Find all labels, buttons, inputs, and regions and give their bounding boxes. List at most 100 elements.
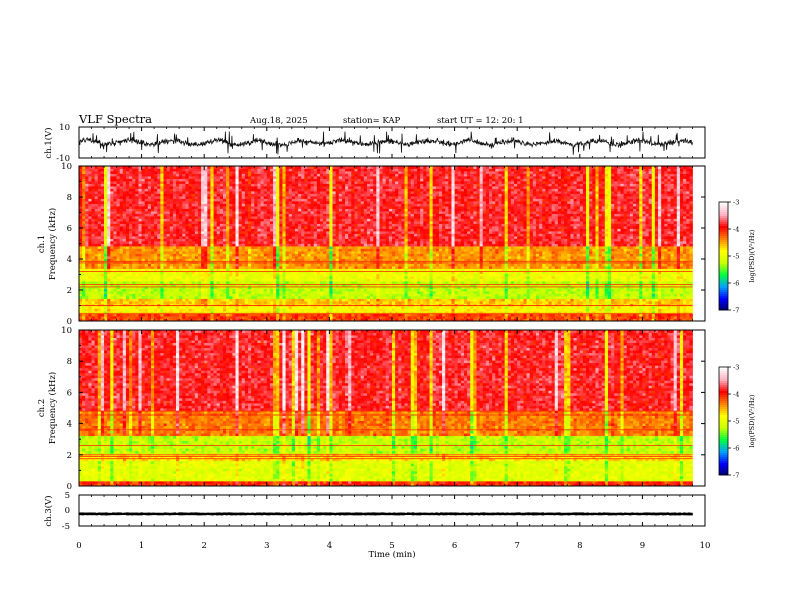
spectrogram-cell: [132, 254, 136, 257]
spectrogram-cell: [132, 249, 136, 252]
spectrogram-cell: [129, 204, 133, 207]
spectrogram-cell: [142, 276, 146, 279]
spectrogram-cell: [132, 229, 136, 232]
spectrogram-cell: [132, 171, 136, 174]
spectrogram-cell: [117, 191, 121, 194]
spectrogram-cell: [101, 226, 105, 229]
spectrogram-cell: [120, 294, 124, 297]
spectrogram-cell: [98, 251, 102, 254]
spectrogram-cell: [120, 304, 124, 307]
spectrogram-cell: [123, 244, 127, 247]
spectrogram-cell: [85, 191, 89, 194]
spectrogram-cell: [85, 276, 89, 279]
spectrogram-cell: [132, 276, 136, 279]
spectrogram-cell: [148, 316, 152, 319]
spectrogram-cell: [145, 199, 149, 202]
spectrogram-cell: [92, 306, 96, 309]
spectrogram-cell: [79, 206, 83, 209]
spectrogram-cell: [107, 219, 111, 222]
spectrogram-cell: [101, 174, 105, 177]
spectrogram-cell: [145, 176, 149, 179]
spectrogram-cell: [110, 239, 114, 242]
spectrogram-cell: [82, 279, 86, 282]
spectrogram-cell: [113, 314, 117, 317]
spectrogram-cell: [101, 306, 105, 309]
spectrogram-cell: [85, 219, 89, 222]
spectrogram-cell: [110, 316, 114, 319]
spectrogram-cell: [85, 184, 89, 187]
spectrogram-cell: [120, 296, 124, 299]
spectrogram-cell: [85, 274, 89, 277]
spectrogram-cell: [101, 241, 105, 244]
spectrogram-cell: [120, 226, 124, 229]
spectrogram-cell: [145, 211, 149, 214]
spectrogram-cell: [145, 256, 149, 259]
spectrogram-cell: [85, 286, 89, 289]
spectrogram-cell: [104, 179, 108, 182]
spectrogram-cell: [88, 181, 92, 184]
spectrogram-cell: [148, 301, 152, 304]
spectrogram-cell: [117, 301, 121, 304]
spectrogram-cell: [132, 314, 136, 317]
spectrogram-cell: [145, 286, 149, 289]
spectrogram-cell: [79, 219, 83, 222]
spectrogram-cell: [145, 236, 149, 239]
spectrogram-cell: [104, 194, 108, 197]
spectrogram-cell: [148, 184, 152, 187]
spectrogram-cell: [138, 224, 142, 227]
spectrogram-cell: [107, 301, 111, 304]
spectrogram-cell: [95, 286, 99, 289]
spectrogram-cell: [98, 234, 102, 237]
spectrogram-cell: [148, 224, 152, 227]
spectrogram-cell: [98, 176, 102, 179]
spectrogram-cell: [104, 199, 108, 202]
spectrogram-cell: [79, 291, 83, 294]
spectrogram-cell: [129, 314, 133, 317]
spectrogram-cell: [98, 276, 102, 279]
spectrogram-cell: [88, 279, 92, 282]
spectrogram-cell: [151, 286, 155, 289]
spectrogram-cell: [110, 186, 114, 189]
spectrogram-cell: [142, 241, 146, 244]
spectrogram-cell: [120, 174, 124, 177]
spectrogram-cell: [88, 204, 92, 207]
spectrogram-cell: [113, 216, 117, 219]
spectrogram-cell: [95, 256, 99, 259]
spectrogram-cell: [129, 234, 133, 237]
spectrogram-cell: [142, 226, 146, 229]
spectrogram-cell: [145, 179, 149, 182]
spectrogram-cell: [95, 289, 99, 292]
spectrogram-cell: [138, 194, 142, 197]
spectrogram-cell: [82, 214, 86, 217]
spectrogram-cell: [129, 304, 133, 307]
spectrogram-cell: [85, 231, 89, 234]
spectrogram-cell: [104, 184, 108, 187]
spectrogram-cell: [104, 239, 108, 242]
spectrogram-cell: [126, 199, 130, 202]
spectrogram-cell: [92, 181, 96, 184]
spectrogram-cell: [148, 214, 152, 217]
spectrogram-cell: [88, 309, 92, 312]
spectrogram-cell: [88, 209, 92, 212]
spectrogram-cell: [123, 189, 127, 192]
spectrogram-cell: [135, 279, 139, 282]
spectrogram-cell: [104, 276, 108, 279]
spectrogram-cell: [117, 224, 121, 227]
spectrogram-cell: [126, 189, 130, 192]
spectrogram-cell: [148, 306, 152, 309]
spectrogram-cell: [107, 276, 111, 279]
spectrogram-cell: [129, 276, 133, 279]
spectrogram-cell: [123, 171, 127, 174]
spectrogram-cell: [101, 246, 105, 249]
spectrogram-cell: [95, 231, 99, 234]
spectrogram-cell: [117, 246, 121, 249]
spectrogram-cell: [126, 256, 130, 259]
spectrogram-cell: [135, 236, 139, 239]
spectrogram-cell: [79, 309, 83, 312]
spectrogram-cell: [126, 176, 130, 179]
spectrogram-cell: [82, 246, 86, 249]
spectrogram-cell: [120, 234, 124, 237]
spectrogram-cell: [126, 264, 130, 267]
spectrogram-cell: [129, 309, 133, 312]
spectrogram-cell: [148, 194, 152, 197]
